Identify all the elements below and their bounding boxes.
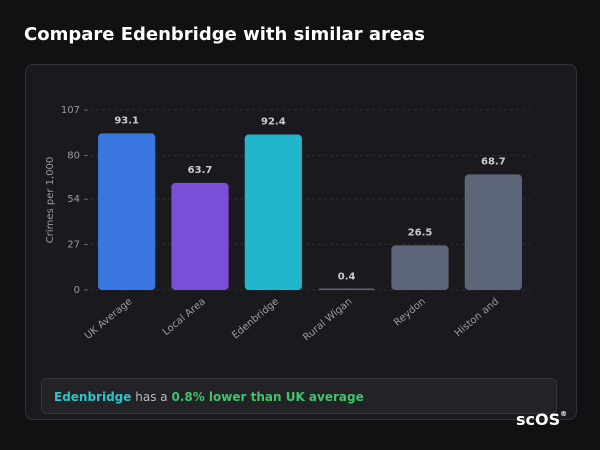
bar [318, 288, 376, 290]
x-tick-label: Edenbridge [230, 296, 281, 341]
bar [171, 182, 229, 290]
bar [244, 134, 302, 290]
bar [391, 245, 449, 290]
x-tick-label: Histon and [453, 296, 501, 339]
value-label: 63.7 [188, 165, 213, 176]
logo-text: scOS [516, 410, 561, 429]
x-tick-label: Rural Wigan [301, 296, 354, 343]
y-tick-label: 80 [67, 150, 80, 161]
x-tick-label: UK Average [83, 296, 135, 342]
value-label: 26.5 [408, 227, 433, 238]
bar [98, 133, 156, 290]
y-tick-label: 0 [74, 285, 80, 296]
logo-mark: ® [560, 410, 568, 418]
y-axis-label: Crimes per 1,000 [45, 157, 56, 244]
x-tick-label: Reydon [392, 296, 428, 328]
y-tick-label: 54 [67, 194, 80, 205]
summary-area: Edenbridge [54, 390, 132, 404]
y-tick-label: 27 [67, 240, 80, 251]
value-label: 93.1 [114, 115, 139, 126]
x-tick-label: Local Area [161, 296, 208, 338]
value-label: 0.4 [338, 271, 356, 282]
value-label: 92.4 [261, 117, 286, 128]
value-label: 68.7 [481, 156, 506, 167]
title: Compare Edenbridge with similar areas [24, 24, 425, 45]
summary-text: has a [135, 390, 168, 404]
logo: scOS® [516, 410, 567, 429]
y-tick-label: 107 [61, 105, 80, 116]
summary-comparison: 0.8% lower than UK average [171, 390, 364, 404]
bar [464, 174, 522, 290]
summary: Edenbridge has a 0.8% lower than UK aver… [41, 378, 557, 414]
